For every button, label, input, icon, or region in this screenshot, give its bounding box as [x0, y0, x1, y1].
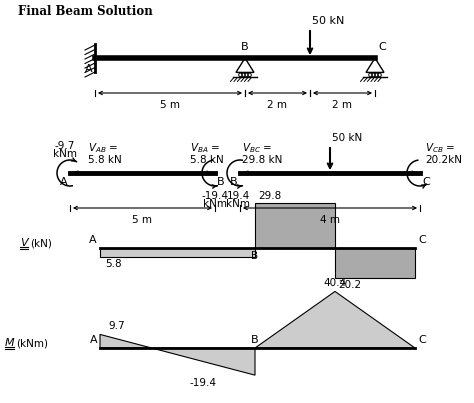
Text: 2 m: 2 m — [332, 100, 353, 110]
Text: C: C — [422, 177, 430, 187]
Text: kNm: kNm — [226, 199, 250, 209]
Text: 20.2: 20.2 — [338, 280, 361, 290]
Text: (kN): (kN) — [30, 238, 52, 248]
Text: (kNm): (kNm) — [16, 338, 48, 348]
Text: $V_{AB}$ =: $V_{AB}$ = — [88, 141, 118, 155]
Polygon shape — [100, 334, 152, 348]
Text: 19.4: 19.4 — [227, 191, 250, 201]
Polygon shape — [255, 291, 415, 348]
Text: 40.4: 40.4 — [323, 278, 346, 289]
Text: 29.8 kN: 29.8 kN — [242, 155, 283, 165]
Text: 5.8 kN: 5.8 kN — [190, 155, 224, 165]
Text: 29.8: 29.8 — [258, 191, 281, 202]
Text: M: M — [5, 338, 15, 348]
Text: 5.8: 5.8 — [105, 259, 122, 269]
Text: $V_{BA}$ =: $V_{BA}$ = — [190, 141, 220, 155]
Text: A: A — [91, 335, 98, 345]
Text: 20.2kN: 20.2kN — [425, 155, 462, 165]
Text: 5 m: 5 m — [160, 100, 180, 110]
Text: 5.8 kN: 5.8 kN — [88, 155, 122, 165]
Text: -19.4: -19.4 — [190, 378, 217, 388]
Text: C: C — [378, 42, 386, 52]
Polygon shape — [152, 348, 255, 375]
Text: 5 m: 5 m — [133, 215, 153, 225]
Text: 2 m: 2 m — [267, 100, 288, 110]
Text: 9.7: 9.7 — [108, 322, 125, 331]
Text: C: C — [418, 235, 426, 245]
Text: B: B — [217, 177, 225, 187]
Text: 4 m: 4 m — [320, 215, 340, 225]
Text: A: A — [60, 177, 68, 187]
Text: -19.4: -19.4 — [201, 191, 228, 201]
Text: B: B — [241, 42, 249, 52]
Text: 50 kN: 50 kN — [332, 133, 362, 143]
Polygon shape — [335, 248, 415, 278]
Text: B: B — [251, 335, 259, 345]
Text: -9.7: -9.7 — [55, 141, 75, 151]
Text: $V_{BC}$ =: $V_{BC}$ = — [242, 141, 273, 155]
Text: $V_{CB}$ =: $V_{CB}$ = — [425, 141, 456, 155]
Text: Final Beam Solution: Final Beam Solution — [18, 5, 153, 18]
Text: B: B — [230, 177, 238, 187]
Text: C: C — [418, 335, 426, 345]
Text: A: A — [85, 64, 93, 74]
Text: B: B — [251, 251, 258, 261]
Polygon shape — [100, 248, 255, 257]
Text: 50 kN: 50 kN — [312, 16, 345, 26]
Text: kNm: kNm — [53, 149, 77, 159]
Text: A: A — [90, 235, 97, 245]
Text: kNm: kNm — [203, 199, 227, 209]
Text: V: V — [20, 238, 27, 248]
Polygon shape — [255, 203, 335, 248]
